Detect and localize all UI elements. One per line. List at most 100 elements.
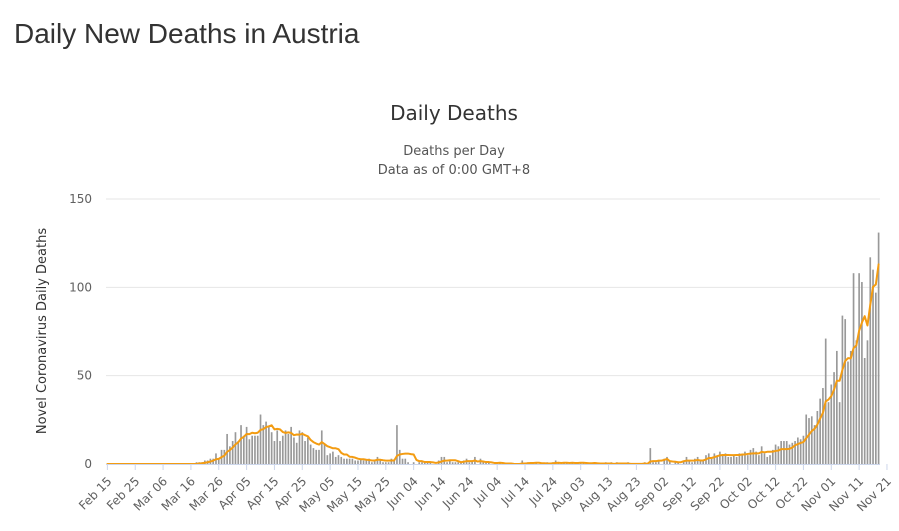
daily-deaths-bar [691,462,693,464]
daily-deaths-bar [788,444,791,464]
x-tick-label: Jul 14 [498,474,532,508]
daily-deaths-bar [234,432,237,464]
daily-deaths-bar [724,453,727,464]
daily-deaths-bar [668,460,671,464]
daily-deaths-bar [688,460,691,464]
gridlines [106,198,880,377]
daily-deaths-bar [429,462,432,464]
daily-deaths-bar [771,449,774,464]
daily-deaths-bar [412,462,415,464]
daily-deaths-bar [838,402,841,464]
daily-deaths-bar [710,458,713,464]
daily-deaths-bar [337,455,340,464]
y-tick-label: 50 [77,369,92,383]
daily-deaths-bar [791,442,794,464]
page-heading: Daily New Deaths in Austria [14,18,360,49]
daily-deaths-bar [849,350,852,464]
daily-deaths-bar [279,441,281,464]
y-tick-label: 150 [69,192,92,206]
daily-deaths-bar [752,448,755,464]
daily-deaths-bar [251,435,253,464]
x-tick-label: Jun 04 [383,474,420,511]
daily-deaths-bar [822,388,824,464]
daily-deaths-bar [387,462,390,464]
daily-deaths-bar [872,269,874,464]
daily-deaths-bar [758,455,760,464]
daily-deaths-bar [738,453,741,464]
daily-deaths-bar [841,315,844,464]
daily-deaths-bar [270,432,273,464]
daily-deaths-bar [217,458,220,464]
daily-deaths-bar [281,435,284,464]
daily-deaths-bar [393,460,395,464]
daily-deaths-bar [240,425,242,464]
daily-deaths-bar [877,232,880,464]
daily-deaths-bar [290,426,292,464]
daily-deaths-bar [457,462,460,464]
daily-deaths-bar [287,433,290,464]
daily-deaths-bar [727,456,730,464]
daily-deaths-bar [315,449,318,464]
daily-deaths-bar [744,451,746,464]
daily-deaths-bar [702,460,705,464]
daily-deaths-bar [426,462,429,464]
daily-deaths-bar [855,340,858,464]
daily-deaths-bar [242,435,245,464]
daily-deaths-bar [449,460,451,464]
daily-deaths-bar [323,444,326,464]
daily-deaths-bar [446,462,448,464]
daily-deaths-bar [256,435,259,464]
daily-deaths-bar [833,372,835,464]
daily-deaths-bar [755,451,757,464]
daily-deaths-bar [371,462,373,464]
daily-deaths-bar [276,430,279,464]
daily-deaths-bar [362,460,365,464]
daily-deaths-bar [421,462,423,464]
daily-deaths-bar [819,398,821,464]
daily-deaths-bar [874,292,877,464]
daily-deaths-bar [320,430,323,464]
daily-deaths-bar [780,441,782,464]
daily-deaths-bar [351,458,354,464]
daily-deaths-bar [259,414,262,464]
daily-deaths-bar [666,456,668,464]
daily-deaths-bar [746,455,749,464]
daily-deaths-bar [454,462,457,464]
daily-deaths-bar [384,462,387,464]
daily-deaths-bar [774,444,777,464]
daily-deaths-bar [231,441,234,464]
daily-deaths-bar [326,455,329,464]
daily-deaths-bar [309,444,312,464]
daily-deaths-bar [716,456,718,464]
daily-deaths-bar [301,432,304,464]
daily-deaths-bar [407,462,409,464]
daily-deaths-bar [357,460,359,464]
daily-deaths-bar [312,448,315,464]
daily-deaths-bar [810,416,813,464]
daily-deaths-bar [354,460,357,464]
daily-deaths-bar [521,460,524,464]
chart-subtitle-line-2: Data as of 0:00 GMT+8 [378,163,530,178]
daily-deaths-bar [769,455,771,464]
daily-deaths-bar [777,446,780,464]
seven-day-average-line [106,263,880,465]
daily-deaths-bar [652,462,654,464]
daily-deaths-bar [730,456,732,464]
chart-subtitle-line-1: Deaths per Day [403,144,505,159]
daily-deaths-bar [396,425,398,464]
daily-deaths-bar [382,462,384,464]
daily-deaths-bar [487,462,490,464]
daily-deaths-bar [451,462,454,464]
daily-deaths-bar [783,441,785,464]
daily-deaths-bar [468,462,471,464]
daily-deaths-bar [794,441,796,464]
daily-deaths-bar [348,458,351,464]
daily-deaths-bar [827,402,830,464]
daily-deaths-bar [398,449,401,464]
daily-deaths-bar [295,442,298,464]
daily-deaths-bar [674,462,677,464]
y-tick-label: 100 [69,280,92,294]
daily-deaths-bar [293,437,295,464]
daily-deaths-bar [741,455,744,464]
